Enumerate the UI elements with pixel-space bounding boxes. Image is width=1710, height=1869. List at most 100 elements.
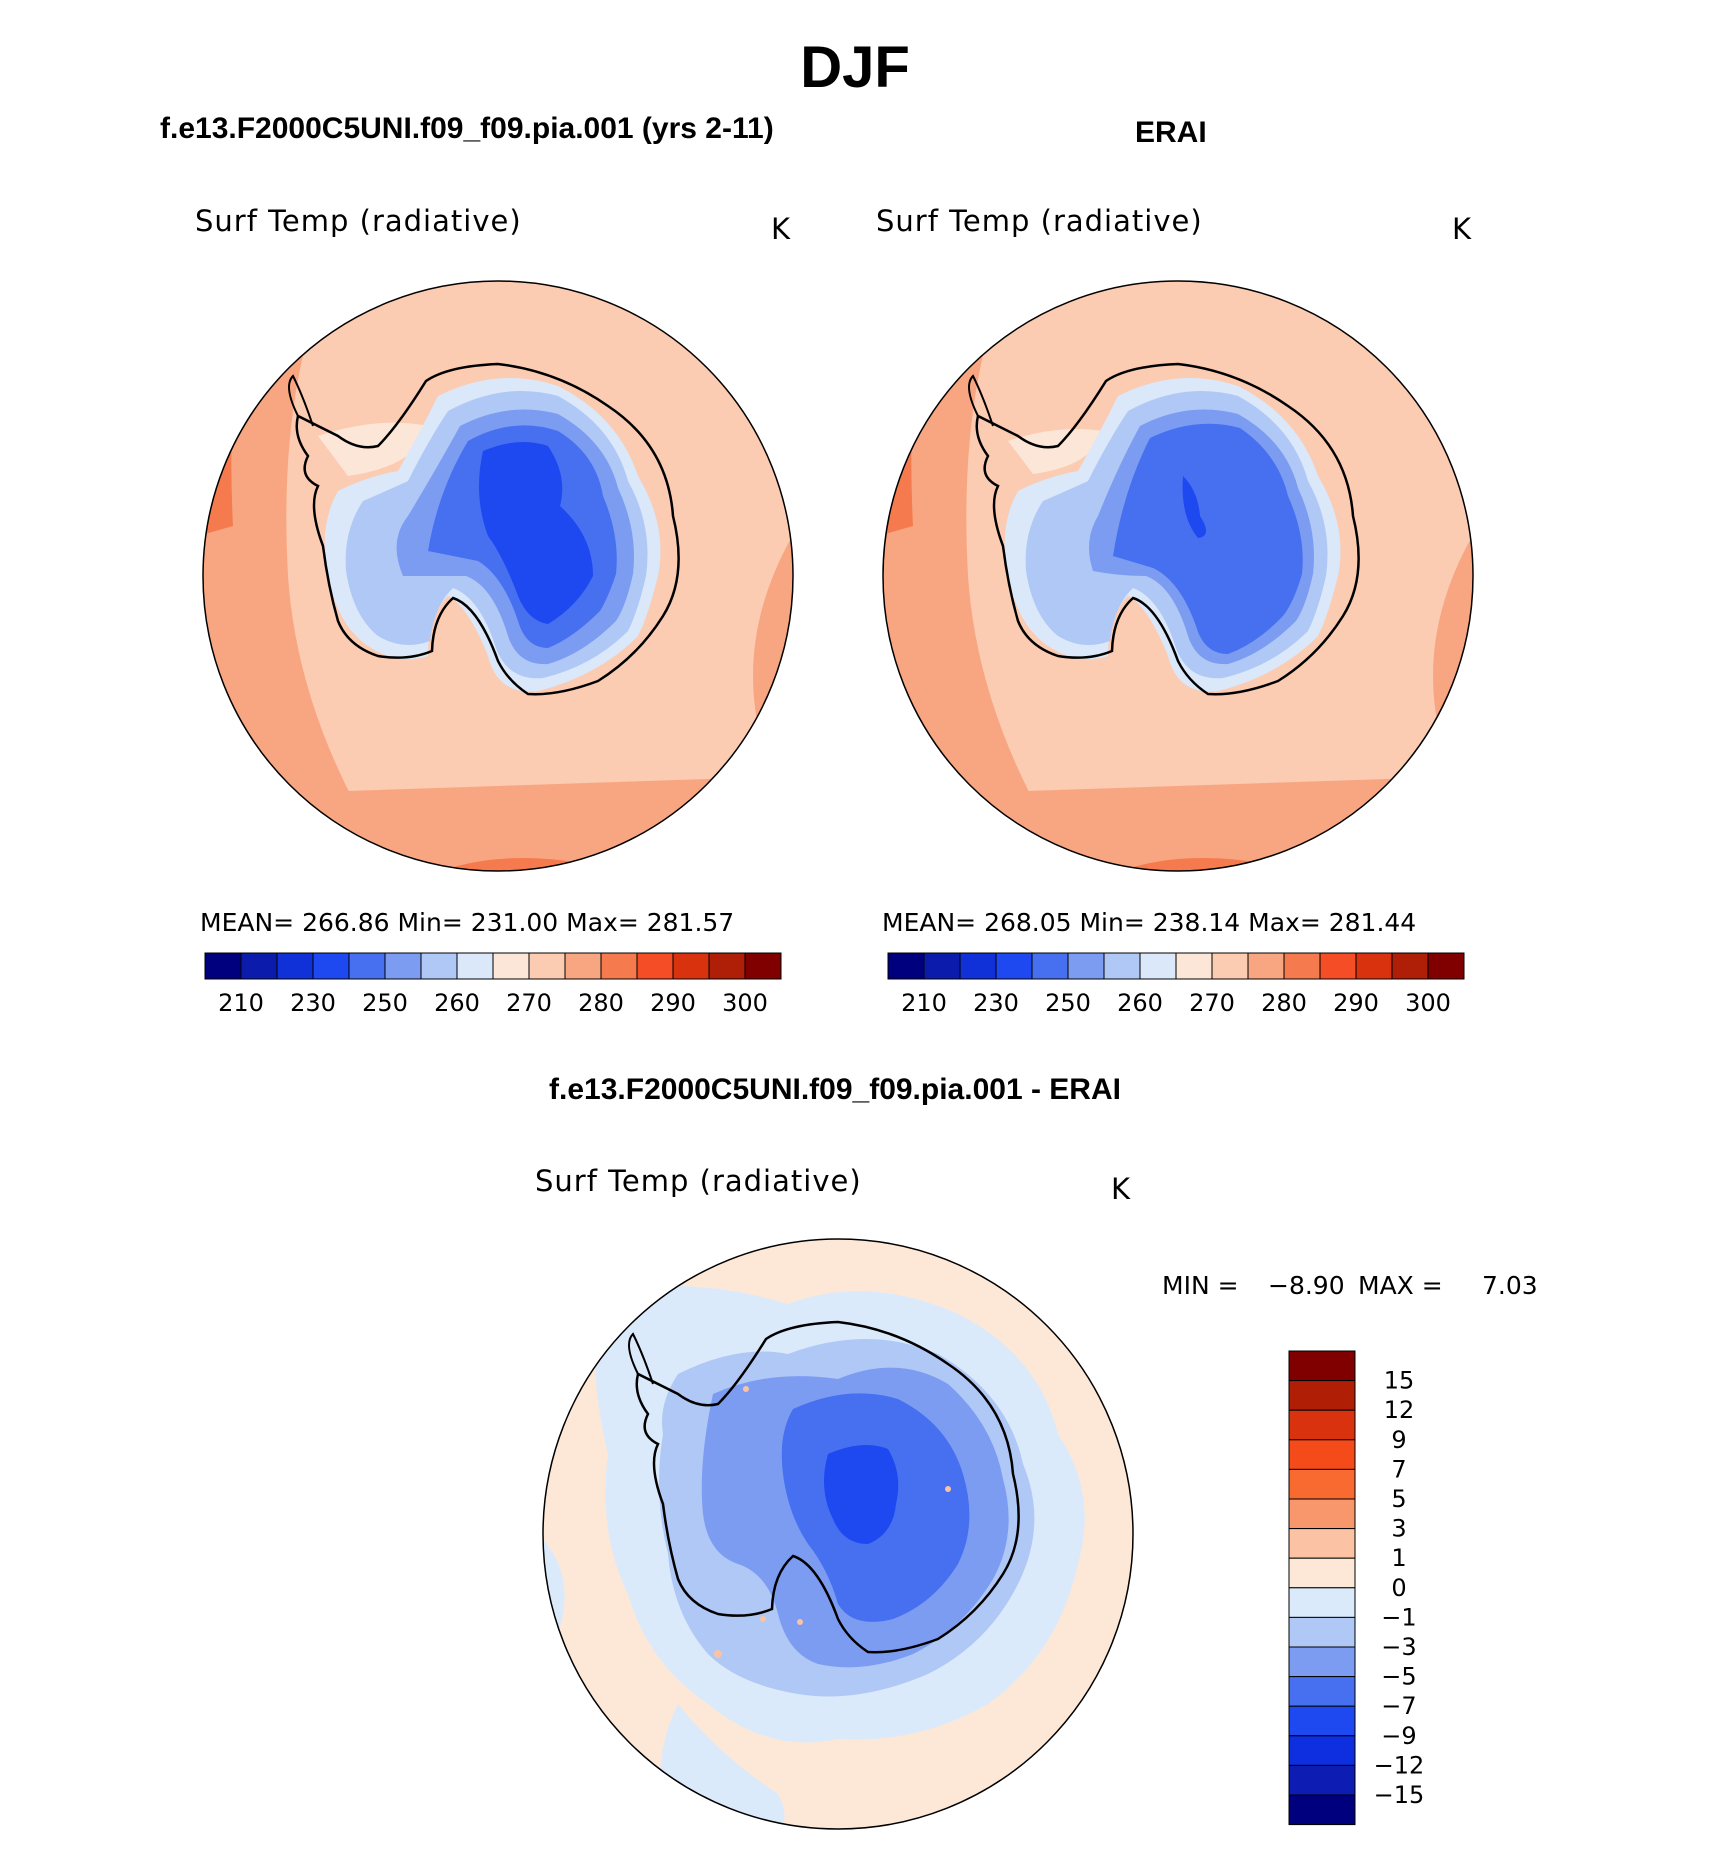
diff-colorbar-box	[1288, 1587, 1356, 1618]
erai-colorbar-box	[1283, 952, 1321, 980]
erai-colorbar-tick: 210	[901, 989, 947, 1017]
diff-colorbar-box	[1288, 1350, 1356, 1382]
erai-colorbar-box	[1067, 952, 1105, 980]
erai-colorbar-box	[1355, 952, 1393, 980]
model-colorbar-tick: 270	[506, 989, 552, 1017]
model-colorbar-box	[240, 952, 278, 980]
model-colorbar-tick: 290	[650, 989, 696, 1017]
erai-colorbar-tick: 290	[1333, 989, 1379, 1017]
model-colorbar-box	[492, 952, 530, 980]
model-colorbar-tick: 280	[578, 989, 624, 1017]
diff-colorbar-box	[1288, 1409, 1356, 1441]
diff-colorbar-box	[1288, 1528, 1356, 1559]
diff-colorbar-tick: −5	[1381, 1663, 1416, 1691]
diff-colorbar-box	[1288, 1676, 1356, 1707]
diff-colorbar-box	[1288, 1616, 1356, 1648]
diff-colorbar-box	[1288, 1735, 1356, 1766]
erai-colorbar-tick: 300	[1405, 989, 1451, 1017]
model-colorbar-box	[708, 952, 746, 980]
model-colorbar-box	[204, 952, 242, 980]
erai-colorbar-tick: 230	[973, 989, 1019, 1017]
diff-colorbar-tick: −15	[1374, 1781, 1425, 1809]
diff-colorbar-tick: −7	[1381, 1692, 1416, 1720]
panel-1-stats: MEAN= 266.86 Min= 231.00 Max= 281.57	[200, 908, 735, 937]
erai-colorbar-box	[1031, 952, 1069, 980]
model-colorbar-box	[636, 952, 674, 980]
erai-colorbar-box	[1211, 952, 1249, 980]
diff-colorbar-tick: 15	[1384, 1367, 1415, 1395]
model-colorbar-tick: 260	[434, 989, 480, 1017]
diff-colorbar-box	[1288, 1557, 1356, 1589]
model-colorbar-box	[348, 952, 386, 980]
model-colorbar-box	[420, 952, 458, 980]
diff-colorbar-box	[1288, 1794, 1356, 1826]
erai-colorbar-box	[959, 952, 997, 980]
model-colorbar-box	[564, 952, 602, 980]
diff-colorbar-tick: −3	[1381, 1633, 1416, 1661]
season-title: DJF	[800, 35, 910, 100]
diff-colorbar-tick: −12	[1374, 1751, 1425, 1779]
panel-2-units: K	[1452, 212, 1473, 246]
diff-colorbar-tick: 5	[1391, 1485, 1406, 1513]
erai-colorbar-tick: 260	[1117, 989, 1163, 1017]
erai-colorbar-box	[995, 952, 1033, 980]
model-colorbar-box	[384, 952, 422, 980]
colorbar-model: 210 230 250 260 270 280 290 300	[204, 952, 782, 1017]
panel-1-variable: Surf Temp (radiative)	[195, 204, 522, 238]
panel-2-title: ERAI	[1135, 116, 1207, 149]
erai-colorbar-box	[1139, 952, 1177, 980]
map-difference	[542, 1238, 1134, 1830]
diff-colorbar-box	[1288, 1646, 1356, 1678]
panel-2-variable: Surf Temp (radiative)	[876, 204, 1203, 238]
diff-max-label: MAX =	[1358, 1271, 1443, 1300]
diff-max-value: 7.03	[1482, 1271, 1538, 1300]
model-colorbar-box	[672, 952, 710, 980]
erai-colorbar-box	[1427, 952, 1465, 980]
diff-colorbar-box	[1288, 1764, 1356, 1796]
model-colorbar-box	[600, 952, 638, 980]
colorbar-erai: 210 230 250 260 270 280 290 300	[887, 952, 1465, 1017]
erai-colorbar-box	[1391, 952, 1429, 980]
erai-colorbar-box	[1175, 952, 1213, 980]
model-colorbar-tick: 210	[218, 989, 264, 1017]
diff-colorbar-tick: 0	[1391, 1574, 1406, 1602]
map-erai	[882, 280, 1474, 872]
diff-colorbar-tick: 7	[1391, 1455, 1406, 1483]
diff-colorbar-tick: 1	[1391, 1544, 1406, 1572]
panel-1-title: f.e13.F2000C5UNI.f09_f09.pia.001 (yrs 2-…	[160, 112, 774, 145]
map-model	[202, 280, 794, 872]
diff-colorbar-box	[1288, 1380, 1356, 1411]
erai-colorbar-tick: 280	[1261, 989, 1307, 1017]
diff-colorbar-box	[1288, 1439, 1356, 1470]
erai-colorbar-box	[923, 952, 961, 980]
diff-min-label: MIN =	[1162, 1271, 1239, 1300]
panel-2-stats: MEAN= 268.05 Min= 238.14 Max= 281.44	[882, 908, 1417, 937]
erai-colorbar-tick: 270	[1189, 989, 1235, 1017]
model-colorbar-tick: 250	[362, 989, 408, 1017]
diff-colorbar-tick: 9	[1391, 1426, 1406, 1454]
diff-min-value: −8.90	[1268, 1271, 1345, 1300]
erai-colorbar-box	[1319, 952, 1357, 980]
diff-colorbar-tick: 3	[1391, 1515, 1406, 1543]
diff-colorbar-box	[1288, 1468, 1356, 1500]
panel-1-units: K	[771, 212, 792, 246]
diff-colorbar-box	[1288, 1498, 1356, 1530]
erai-colorbar-tick: 250	[1045, 989, 1091, 1017]
erai-colorbar-box	[1103, 952, 1141, 980]
diff-variable: Surf Temp (radiative)	[535, 1164, 862, 1198]
diff-colorbar-tick: −9	[1381, 1722, 1416, 1750]
erai-colorbar-box	[887, 952, 925, 980]
model-colorbar-box	[312, 952, 350, 980]
diff-units: K	[1111, 1172, 1132, 1206]
diff-colorbar-box	[1288, 1705, 1356, 1737]
model-colorbar-box	[276, 952, 314, 980]
erai-colorbar-box	[1247, 952, 1285, 980]
model-colorbar-tick: 300	[722, 989, 768, 1017]
model-colorbar-tick: 230	[290, 989, 336, 1017]
model-colorbar-box	[744, 952, 782, 980]
model-colorbar-box	[456, 952, 494, 980]
difference-title: f.e13.F2000C5UNI.f09_f09.pia.001 - ERAI	[549, 1073, 1121, 1106]
diff-colorbar-tick: 12	[1384, 1396, 1415, 1424]
model-colorbar-box	[528, 952, 566, 980]
